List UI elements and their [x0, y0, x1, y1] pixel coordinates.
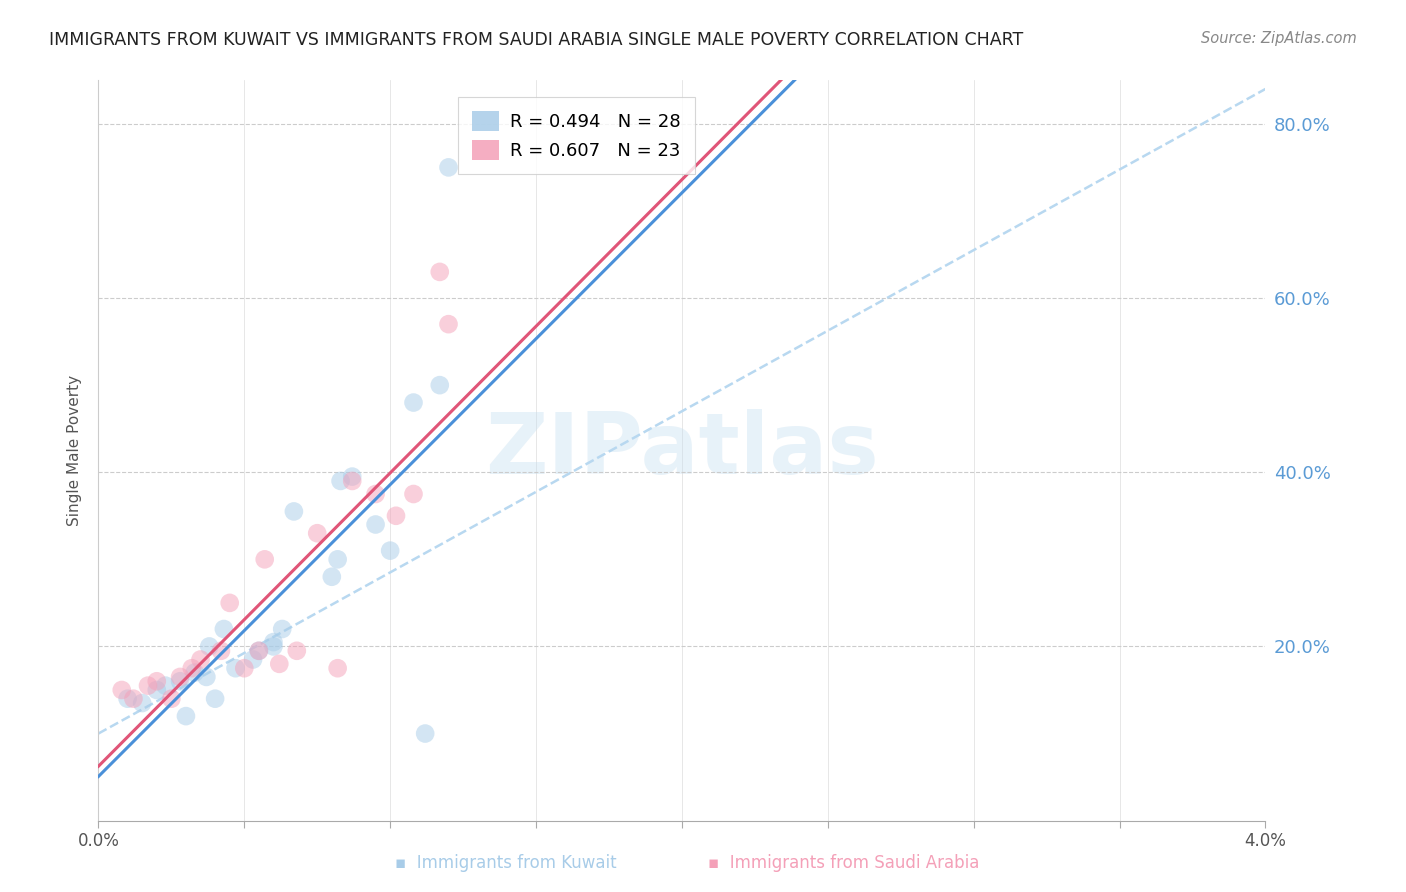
Point	[285, 644, 308, 658]
Point	[190, 652, 212, 666]
Point	[307, 526, 329, 541]
Point	[111, 683, 134, 698]
Point	[180, 661, 202, 675]
Point	[402, 487, 425, 501]
Point	[169, 674, 191, 689]
Point	[364, 487, 387, 501]
Point	[136, 679, 159, 693]
Text: ▪  Immigrants from Saudi Arabia: ▪ Immigrants from Saudi Arabia	[707, 855, 980, 872]
Point	[247, 644, 270, 658]
Point	[242, 652, 264, 666]
Point	[122, 691, 145, 706]
Text: ZIPatlas: ZIPatlas	[485, 409, 879, 492]
Text: IMMIGRANTS FROM KUWAIT VS IMMIGRANTS FROM SAUDI ARABIA SINGLE MALE POVERTY CORRE: IMMIGRANTS FROM KUWAIT VS IMMIGRANTS FRO…	[49, 31, 1024, 49]
Point	[413, 726, 436, 740]
Point	[429, 378, 451, 392]
Legend: R = 0.494   N = 28, R = 0.607   N = 23: R = 0.494 N = 28, R = 0.607 N = 23	[457, 96, 695, 175]
Point	[218, 596, 240, 610]
Point	[342, 469, 364, 483]
Point	[364, 517, 387, 532]
Y-axis label: Single Male Poverty: Single Male Poverty	[67, 375, 83, 526]
Text: Source: ZipAtlas.com: Source: ZipAtlas.com	[1201, 31, 1357, 46]
Point	[283, 504, 305, 518]
Point	[326, 552, 349, 566]
Point	[212, 622, 235, 636]
Point	[169, 670, 191, 684]
Point	[131, 696, 153, 710]
Point	[262, 640, 284, 654]
Point	[155, 679, 177, 693]
Point	[233, 661, 256, 675]
Point	[329, 474, 352, 488]
Point	[247, 644, 270, 658]
Point	[437, 161, 460, 175]
Point	[269, 657, 291, 671]
Point	[385, 508, 408, 523]
Point	[183, 665, 205, 680]
Point	[402, 395, 425, 409]
Point	[195, 670, 218, 684]
Point	[160, 691, 183, 706]
Point	[146, 683, 169, 698]
Point	[253, 552, 276, 566]
Text: ▪  Immigrants from Kuwait: ▪ Immigrants from Kuwait	[395, 855, 617, 872]
Point	[380, 543, 402, 558]
Point	[262, 635, 284, 649]
Point	[321, 570, 343, 584]
Point	[117, 691, 139, 706]
Point	[198, 640, 221, 654]
Point	[271, 622, 294, 636]
Point	[326, 661, 349, 675]
Point	[225, 661, 247, 675]
Point	[209, 644, 232, 658]
Point	[429, 265, 451, 279]
Point	[342, 474, 364, 488]
Point	[174, 709, 197, 723]
Point	[146, 674, 169, 689]
Point	[437, 317, 460, 331]
Point	[204, 691, 226, 706]
